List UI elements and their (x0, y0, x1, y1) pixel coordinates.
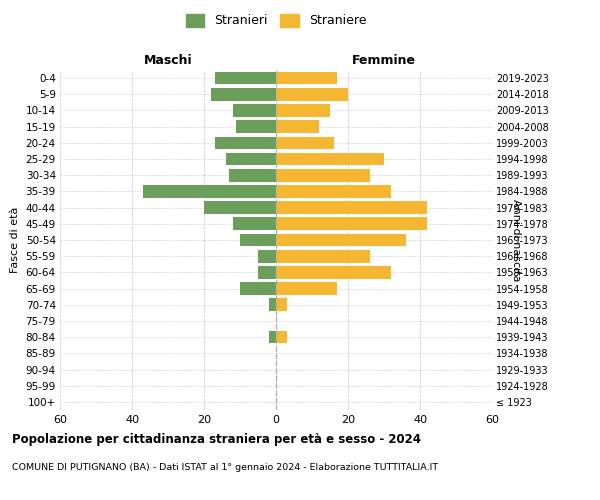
Bar (204, 202, 276, 214)
Bar (276, 152, 384, 166)
Text: Anni di nascita: Anni di nascita (511, 198, 521, 281)
Bar (276, 185, 391, 198)
Bar (276, 234, 406, 246)
Bar (240, 234, 276, 246)
Bar (276, 88, 348, 101)
Bar (276, 282, 337, 295)
Bar (258, 266, 276, 278)
Bar (233, 218, 276, 230)
Text: Maschi: Maschi (143, 54, 193, 67)
Legend: Stranieri, Straniere: Stranieri, Straniere (181, 8, 371, 32)
Bar (233, 104, 276, 117)
Bar (229, 169, 276, 181)
Bar (276, 266, 391, 278)
Bar (215, 136, 276, 149)
Bar (276, 72, 337, 85)
Bar (258, 250, 276, 262)
Bar (276, 120, 319, 133)
Bar (276, 136, 334, 149)
Bar (276, 104, 330, 117)
Bar (269, 331, 276, 344)
Bar (226, 152, 276, 166)
Bar (143, 185, 276, 198)
Bar (276, 169, 370, 181)
Bar (276, 202, 427, 214)
Bar (276, 298, 287, 311)
Bar (215, 72, 276, 85)
Bar (276, 331, 287, 344)
Y-axis label: Fasce di età: Fasce di età (10, 207, 20, 273)
Bar (211, 88, 276, 101)
Text: COMUNE DI PUTIGNANO (BA) - Dati ISTAT al 1° gennaio 2024 - Elaborazione TUTTITAL: COMUNE DI PUTIGNANO (BA) - Dati ISTAT al… (12, 462, 438, 471)
Bar (276, 250, 370, 262)
Bar (236, 120, 276, 133)
Bar (276, 218, 427, 230)
Bar (240, 282, 276, 295)
Bar (269, 298, 276, 311)
Text: Femmine: Femmine (352, 54, 416, 67)
Text: Popolazione per cittadinanza straniera per età e sesso - 2024: Popolazione per cittadinanza straniera p… (12, 432, 421, 446)
